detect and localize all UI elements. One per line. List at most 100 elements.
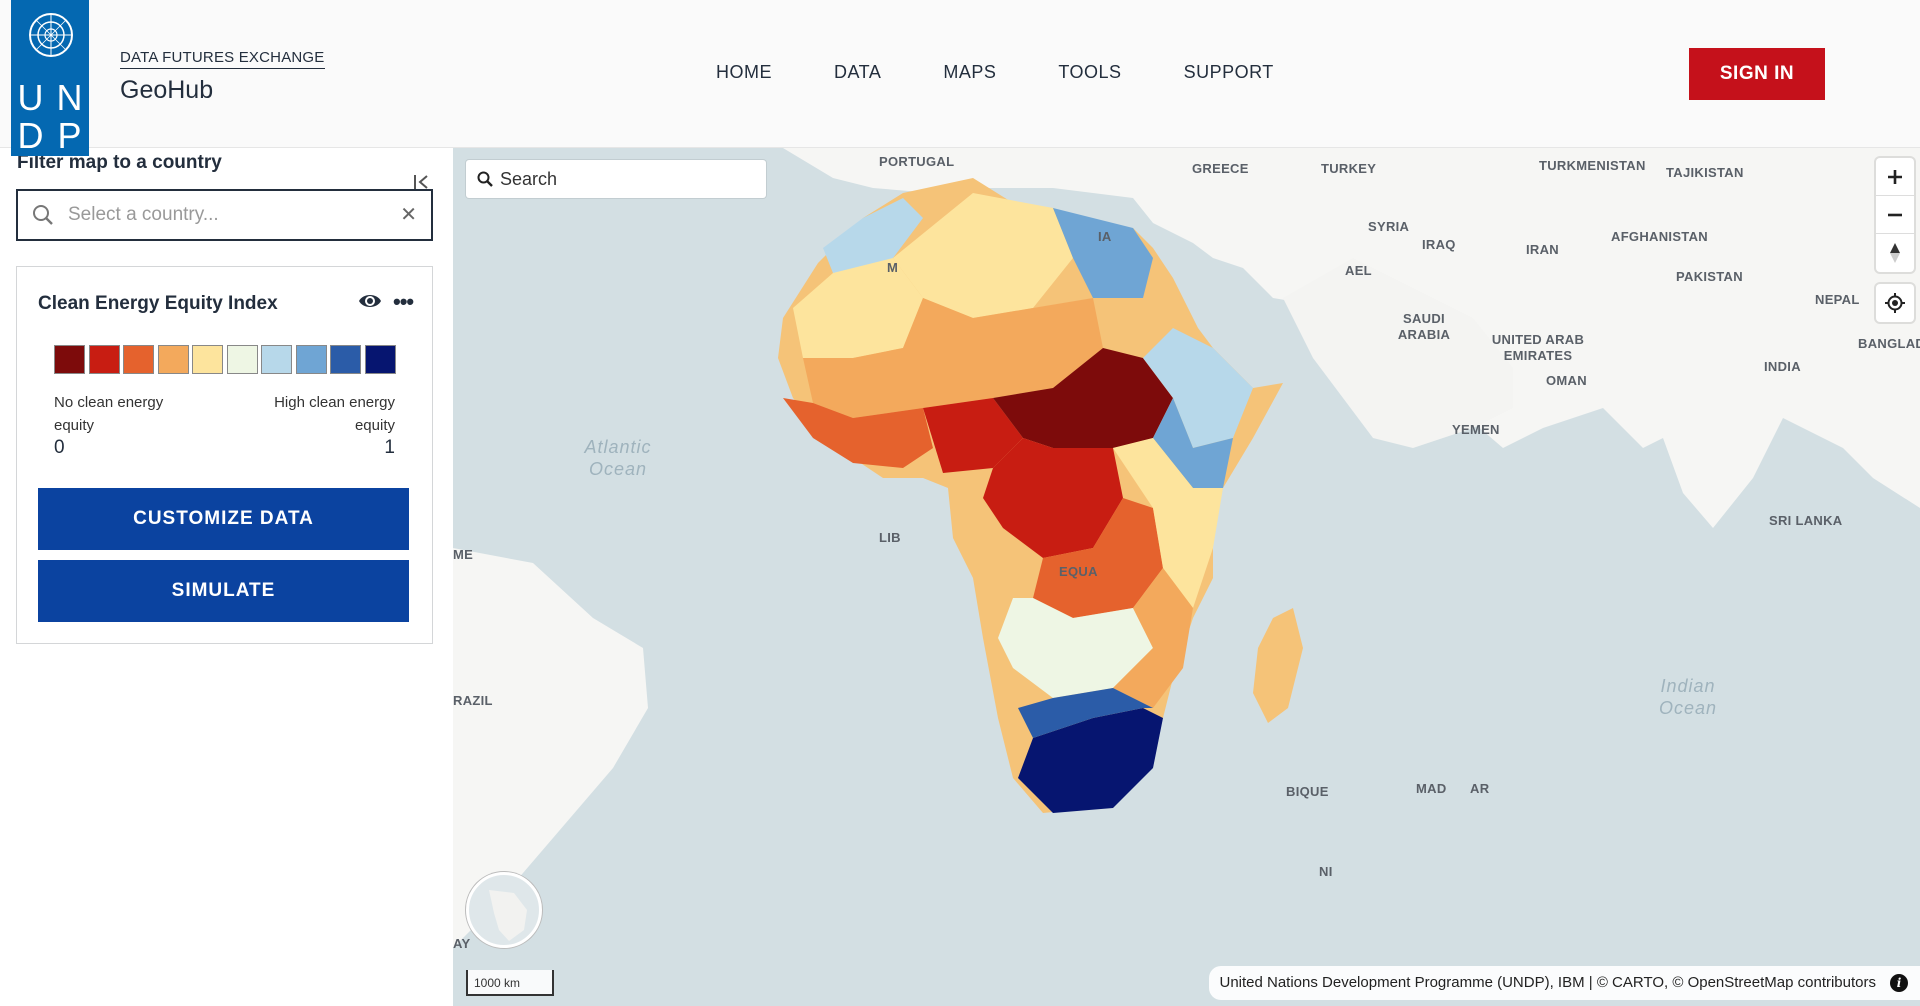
basemap <box>453 148 1920 948</box>
visibility-eye-icon[interactable] <box>358 291 382 311</box>
label-greece: GREECE <box>1192 161 1249 176</box>
region-horn <box>1143 328 1253 448</box>
brand-title[interactable]: GeoHub <box>120 76 214 104</box>
collapse-left-icon <box>414 175 428 189</box>
label-equatorial-guinea: EQUA <box>1059 564 1098 579</box>
label-madagascar-left: MAD <box>1416 781 1447 796</box>
compass-icon <box>1890 243 1900 263</box>
legend-swatch <box>295 345 327 374</box>
globe-minimap-icon <box>489 890 527 941</box>
region-chad-sudan <box>993 348 1173 448</box>
region-madagascar <box>1253 608 1303 723</box>
geolocate-icon <box>1885 293 1905 313</box>
legend-low-label: No clean energy equity <box>54 394 164 434</box>
logo-letter-p: P <box>57 115 82 156</box>
legend-swatch <box>123 345 154 374</box>
label-israel: AEL <box>1345 263 1372 278</box>
map-search-input[interactable] <box>500 168 750 190</box>
land-arabia <box>1283 258 1513 448</box>
geolocate-button[interactable] <box>1876 284 1914 322</box>
label-nepal: NEPAL <box>1815 292 1860 307</box>
country-select[interactable]: ✕ <box>16 189 433 241</box>
label-uae: UNITED ARAB EMIRATES <box>1491 332 1585 363</box>
country-select-input[interactable] <box>68 201 388 229</box>
label-morocco: M <box>887 260 899 275</box>
label-tajikistan: TAJIKISTAN <box>1666 165 1744 180</box>
nav-tools[interactable]: TOOLS <box>1058 62 1122 82</box>
legend-swatch <box>192 345 223 374</box>
logo-letter-u: U <box>17 77 44 118</box>
label-syria: SYRIA <box>1368 219 1410 234</box>
label-pakistan: PAKISTAN <box>1676 269 1743 284</box>
map-search[interactable] <box>466 160 766 198</box>
label-tunisia: IA <box>1098 229 1112 244</box>
legend-swatch <box>330 345 361 374</box>
legend-swatch <box>54 345 85 374</box>
label-indian-ocean: Indian Ocean <box>1658 676 1718 718</box>
land-eurasia <box>783 148 1920 528</box>
label-ay: AY <box>453 936 471 951</box>
label-liberia: LIB <box>879 530 901 545</box>
zoom-controls <box>1876 158 1914 272</box>
label-iran: IRAN <box>1526 242 1559 257</box>
map-attribution: United Nations Development Programme (UN… <box>1209 966 1920 1000</box>
nav-home[interactable]: HOME <box>716 62 772 82</box>
label-mozambique: BIQUE <box>1286 784 1329 799</box>
label-oman: OMAN <box>1546 373 1587 388</box>
compass-button[interactable] <box>1876 234 1914 272</box>
sign-in-button[interactable]: SIGN IN <box>1689 48 1825 100</box>
region-east-africa <box>1113 438 1223 608</box>
filter-country-label: Filter map to a country <box>17 152 222 173</box>
label-brazil: RAZIL <box>453 693 493 708</box>
more-options-icon[interactable]: ••• <box>393 289 414 314</box>
label-eswatini: NI <box>1319 864 1333 879</box>
label-portugal: PORTUGAL <box>879 154 955 169</box>
region-sahara-central <box>893 193 1073 318</box>
customize-data-button[interactable]: CUSTOMIZE DATA <box>38 488 409 550</box>
collapse-sidebar-button[interactable] <box>404 164 440 200</box>
main-nav: HOME DATA MAPS TOOLS SUPPORT <box>716 62 1336 83</box>
label-yemen: YEMEN <box>1452 422 1500 437</box>
legend-swatch <box>88 345 120 374</box>
legend-low-value: 0 <box>54 437 65 458</box>
info-icon[interactable]: i <box>1890 974 1908 992</box>
map-canvas[interactable]: PORTUGAL GREECE TURKEY TURKMENISTAN TAJI… <box>453 148 1920 1006</box>
brand-subtitle[interactable]: DATA FUTURES EXCHANGE <box>120 49 325 69</box>
zoom-out-button[interactable] <box>1876 196 1914 234</box>
layer-title: Clean Energy Equity Index <box>38 293 278 314</box>
minus-icon <box>1888 213 1902 216</box>
region-south-africa <box>1018 708 1163 813</box>
nav-maps[interactable]: MAPS <box>943 62 997 82</box>
land-south-america <box>453 548 648 948</box>
legend-swatch <box>364 345 396 374</box>
label-turkey: TURKEY <box>1321 161 1377 176</box>
legend-swatch <box>226 345 258 374</box>
layer-card: Clean Energy Equity Index ••• No clean e… <box>16 266 433 644</box>
label-saudi-arabia: SAUDI ARABIA <box>1397 311 1451 342</box>
label-turkmenistan: TURKMENISTAN <box>1539 158 1646 173</box>
nav-data[interactable]: DATA <box>834 62 882 82</box>
scale-bar: 1000 km <box>466 970 554 996</box>
search-icon <box>477 171 493 187</box>
simulate-button[interactable]: SIMULATE <box>38 560 409 622</box>
legend-swatch <box>157 345 189 374</box>
logo-letter-n: N <box>56 77 83 118</box>
plus-icon <box>1888 169 1902 184</box>
nav-support[interactable]: SUPPORT <box>1183 62 1274 82</box>
legend-high-value: 1 <box>384 437 395 458</box>
region-libya-egypt <box>1053 208 1153 298</box>
region-maghreb <box>823 198 923 273</box>
region-angola-zambia <box>998 598 1153 698</box>
region-west-coast <box>783 398 933 468</box>
zoom-in-button[interactable] <box>1876 158 1914 196</box>
label-afghanistan: AFGHANISTAN <box>1611 229 1708 244</box>
globe-minimap[interactable] <box>466 872 542 948</box>
undp-logo[interactable]: U N D P <box>11 0 89 156</box>
region-drc <box>1033 498 1163 618</box>
label-bangladesh: BANGLAD <box>1858 336 1920 351</box>
attribution-text[interactable]: United Nations Development Programme (UN… <box>1219 974 1876 991</box>
search-icon <box>33 205 53 225</box>
label-madagascar-right: AR <box>1470 781 1490 796</box>
region-central-africa <box>983 438 1123 558</box>
clear-icon[interactable]: ✕ <box>400 204 417 226</box>
